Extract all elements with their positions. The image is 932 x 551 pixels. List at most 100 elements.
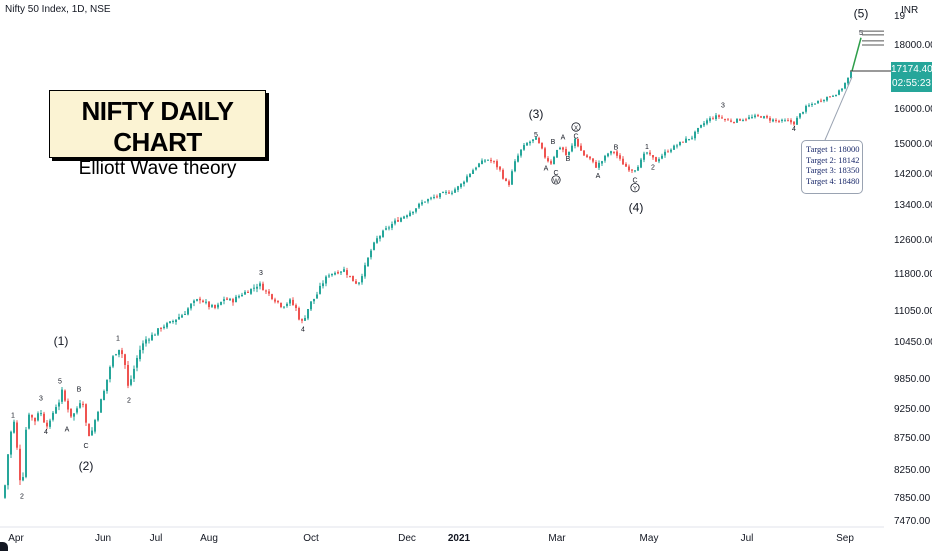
candle-body bbox=[778, 120, 780, 122]
wave-label: 1 bbox=[116, 335, 120, 342]
candle-body bbox=[247, 291, 249, 293]
candle-body bbox=[142, 343, 144, 351]
candle-body bbox=[163, 326, 165, 329]
candle-body bbox=[697, 127, 699, 132]
candle-body bbox=[844, 82, 846, 89]
wave-label: A bbox=[65, 427, 70, 434]
candle-body bbox=[361, 276, 363, 283]
candle-body bbox=[319, 285, 321, 294]
candle-body bbox=[490, 159, 492, 162]
last-price: 17174.40 bbox=[891, 64, 932, 75]
x-tick-label: Jun bbox=[95, 533, 111, 544]
candle-body bbox=[691, 137, 693, 139]
candle-body bbox=[91, 430, 93, 436]
candle-body bbox=[7, 454, 9, 486]
candle-body bbox=[643, 153, 645, 160]
candle-body bbox=[796, 117, 798, 125]
candle-body bbox=[244, 291, 246, 295]
y-tick-label: 8250.00 bbox=[894, 465, 931, 476]
candle-body bbox=[316, 294, 318, 299]
candle-body bbox=[562, 147, 564, 150]
candle-body bbox=[343, 269, 345, 272]
candle-body bbox=[133, 368, 135, 379]
candle-body bbox=[184, 314, 186, 316]
candle-body bbox=[547, 158, 549, 162]
candle-body bbox=[151, 334, 153, 341]
candle-body bbox=[67, 400, 69, 410]
candle-body bbox=[487, 159, 489, 161]
wave-label: 2 bbox=[20, 494, 24, 501]
tradingview-logo-icon[interactable] bbox=[0, 542, 8, 551]
candle-body bbox=[46, 422, 48, 427]
candle-body bbox=[268, 291, 270, 294]
candle-body bbox=[424, 201, 426, 203]
wave-label: 4 bbox=[792, 126, 796, 133]
candle-body bbox=[802, 111, 804, 114]
candle-body bbox=[385, 228, 387, 230]
candle-body bbox=[313, 298, 315, 302]
candle-body bbox=[505, 178, 507, 181]
candle-body bbox=[415, 208, 417, 212]
candle-body bbox=[256, 286, 258, 289]
y-tick-label: 10450.00 bbox=[894, 337, 932, 348]
candle-body bbox=[685, 138, 687, 143]
candle-body bbox=[538, 137, 540, 144]
candle-body bbox=[772, 119, 774, 122]
candle-body bbox=[355, 281, 357, 284]
candle-body bbox=[172, 321, 174, 323]
candle-body bbox=[571, 145, 573, 152]
candle-body bbox=[676, 145, 678, 147]
candle-body bbox=[304, 318, 306, 321]
candle-body bbox=[16, 422, 18, 448]
y-tick-label: 14200.00 bbox=[894, 169, 932, 180]
candle-body bbox=[421, 202, 423, 205]
candle-body bbox=[727, 119, 729, 121]
candle-body bbox=[13, 421, 15, 433]
candle-body bbox=[253, 287, 255, 289]
candle-body bbox=[391, 224, 393, 228]
candle-body bbox=[811, 103, 813, 105]
candle-body bbox=[187, 308, 189, 315]
wave-label: (5) bbox=[854, 6, 869, 20]
candle-body bbox=[580, 145, 582, 151]
wave-label: B bbox=[77, 387, 82, 394]
candle-body bbox=[790, 120, 792, 123]
candle-body bbox=[370, 250, 372, 258]
candle-body bbox=[718, 115, 720, 117]
candle-body bbox=[301, 319, 303, 321]
candle-body bbox=[28, 414, 30, 429]
candle-body bbox=[799, 113, 801, 118]
candle-body bbox=[181, 315, 183, 318]
chart-title: NIFTY DAILY CHART bbox=[81, 96, 234, 157]
candle-body bbox=[112, 356, 114, 367]
candle-body bbox=[478, 163, 480, 168]
candle-body bbox=[625, 163, 627, 167]
candle-body bbox=[52, 412, 54, 420]
candle-body bbox=[412, 211, 414, 214]
candle-body bbox=[703, 123, 705, 126]
candle-body bbox=[436, 196, 438, 198]
candle-body bbox=[64, 390, 66, 401]
candle-body bbox=[250, 288, 252, 294]
candle-body bbox=[484, 160, 486, 162]
candle-body bbox=[733, 121, 735, 123]
wave-label-circle bbox=[551, 175, 561, 185]
candle-body bbox=[460, 183, 462, 188]
candle-body bbox=[847, 77, 849, 84]
x-tick-label: Oct bbox=[303, 533, 319, 544]
candle-body bbox=[649, 152, 651, 155]
candle-body bbox=[463, 181, 465, 185]
candle-body bbox=[235, 296, 237, 303]
candle-body bbox=[22, 477, 24, 481]
candle-body bbox=[658, 159, 660, 162]
candle-body bbox=[595, 161, 597, 168]
x-tick-label: Mar bbox=[548, 533, 566, 544]
candle-body bbox=[277, 300, 279, 303]
candle-body bbox=[121, 350, 123, 355]
candle-body bbox=[499, 166, 501, 170]
candle-body bbox=[394, 220, 396, 224]
candle-body bbox=[751, 116, 753, 118]
wave-label: (3) bbox=[529, 107, 544, 121]
candle-body bbox=[622, 158, 624, 165]
